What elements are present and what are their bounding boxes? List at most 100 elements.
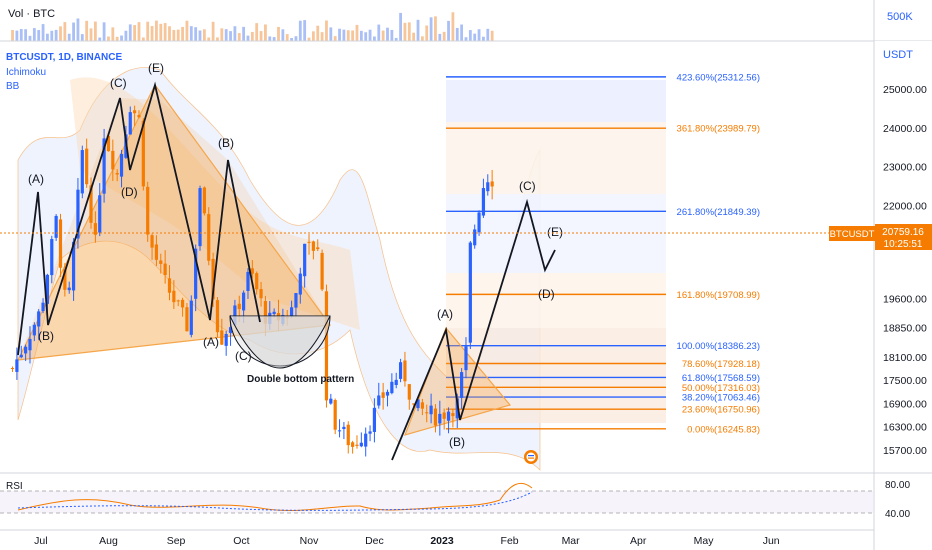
wave-label-c3: (C) <box>519 179 536 193</box>
volume-bar <box>168 26 171 41</box>
elliott-waves <box>17 81 556 461</box>
volume-bar <box>159 23 163 41</box>
volume-bar <box>381 30 385 41</box>
double-bottom-annotation: Double bottom pattern <box>247 374 354 385</box>
candle-body <box>102 138 106 194</box>
price-tick: 25000.00 <box>883 84 927 96</box>
volume-bar <box>59 26 62 41</box>
volume-bar <box>111 27 115 41</box>
candle-body <box>128 112 132 135</box>
volume-bar <box>368 29 372 41</box>
time-axis-label: Jun <box>763 535 780 547</box>
volume-bar <box>255 23 259 41</box>
volume-bar <box>250 31 254 41</box>
symbol-title: BTCUSDT, 1D, BINANCE <box>6 52 122 63</box>
candle-body <box>420 402 424 409</box>
time-axis-label: Dec <box>365 535 384 547</box>
volume-bar <box>377 24 381 41</box>
wave-label-c2: (C) <box>235 349 252 363</box>
volume-bar <box>298 20 302 41</box>
volume-label: Vol · BTC <box>8 8 55 20</box>
wave-left <box>17 81 261 356</box>
time-axis-label: Aug <box>99 535 118 547</box>
time-axis-label: Oct <box>233 535 249 547</box>
price-tick: 18850.00 <box>883 323 927 335</box>
candle-body <box>67 287 71 291</box>
wave-labels: (A) (B) (C) (D) (E) (B) (A) (C) (A) (B) … <box>28 61 563 449</box>
volume-bar <box>290 37 293 41</box>
volume-bar <box>189 26 193 41</box>
volume-bar <box>434 16 437 41</box>
volume-bar <box>237 33 241 41</box>
candle-body <box>28 338 32 351</box>
volume-bar <box>320 32 324 41</box>
candle-body <box>403 360 407 382</box>
candle-body <box>385 391 390 396</box>
wave-label-e1: (E) <box>148 61 164 75</box>
volume-bar <box>120 35 123 41</box>
candle-body <box>150 235 154 248</box>
time-axis[interactable]: Jul Aug Sep Oct Nov Dec 2023 Feb Mar Apr May Jun <box>34 535 780 547</box>
candle-body <box>207 214 211 261</box>
double-bottom-curve <box>229 315 331 369</box>
volume-bar <box>32 28 36 41</box>
candle-body <box>294 293 298 308</box>
volume-bar <box>490 30 494 41</box>
wave-label-e3: (E) <box>547 225 563 239</box>
candle-body <box>359 442 363 447</box>
candle-body <box>442 412 446 419</box>
wave-label-a3: (A) <box>437 307 453 321</box>
candle-body <box>154 244 159 260</box>
volume-bar <box>46 33 49 41</box>
volume-bar <box>464 37 468 41</box>
fib-zone-orange-2 <box>446 273 666 328</box>
volume-bar <box>150 26 154 41</box>
volume-bar <box>268 36 272 41</box>
volume-bar <box>141 37 145 41</box>
fib-zone-top <box>446 80 666 122</box>
volume-bar <box>50 30 54 41</box>
candle-body <box>141 120 145 187</box>
event-flag-icon[interactable] <box>524 450 538 464</box>
volume-bar <box>72 22 75 41</box>
volume-bar <box>63 22 67 41</box>
candle-body <box>32 324 36 336</box>
volume-bar <box>181 26 184 41</box>
candle-body <box>446 411 451 421</box>
indicator-ichimoku: Ichimoku <box>6 67 46 78</box>
candle-body <box>180 299 185 308</box>
volume-bar <box>211 21 215 41</box>
volume-bar <box>325 20 328 41</box>
candle-body <box>211 258 215 300</box>
volume-bar <box>477 29 481 41</box>
volume-bar <box>224 29 228 41</box>
rsi-pane: RSI 80.00 40.00 <box>0 480 910 520</box>
price-tick: 17500.00 <box>883 375 927 387</box>
candle-body <box>89 185 93 223</box>
volume-bar <box>386 27 389 41</box>
candle-body <box>486 182 490 192</box>
price-tick: 23000.00 <box>883 162 927 174</box>
time-axis-label: Mar <box>562 535 581 547</box>
volume-bar <box>41 24 45 41</box>
candle-body <box>146 186 150 235</box>
volume-bar <box>229 31 232 41</box>
volume-bar <box>37 29 41 41</box>
volume-bar <box>28 35 32 41</box>
volume-bar <box>307 37 311 41</box>
wave-label-c1: (C) <box>110 76 127 90</box>
candle-body <box>37 311 41 327</box>
candle-body <box>303 243 307 277</box>
volume-bar <box>355 24 359 41</box>
volume-bar <box>93 21 97 41</box>
volume-bar <box>311 31 315 41</box>
fib-label: 50.00%(17316.03) <box>682 383 760 394</box>
volume-bar <box>67 33 71 41</box>
candle-body <box>24 346 28 354</box>
candle-body <box>45 274 50 304</box>
volume-bar <box>316 25 320 41</box>
time-axis-label: Sep <box>167 535 186 547</box>
volume-bar <box>115 36 119 41</box>
fib-label: 61.80%(17568.59) <box>682 373 760 384</box>
